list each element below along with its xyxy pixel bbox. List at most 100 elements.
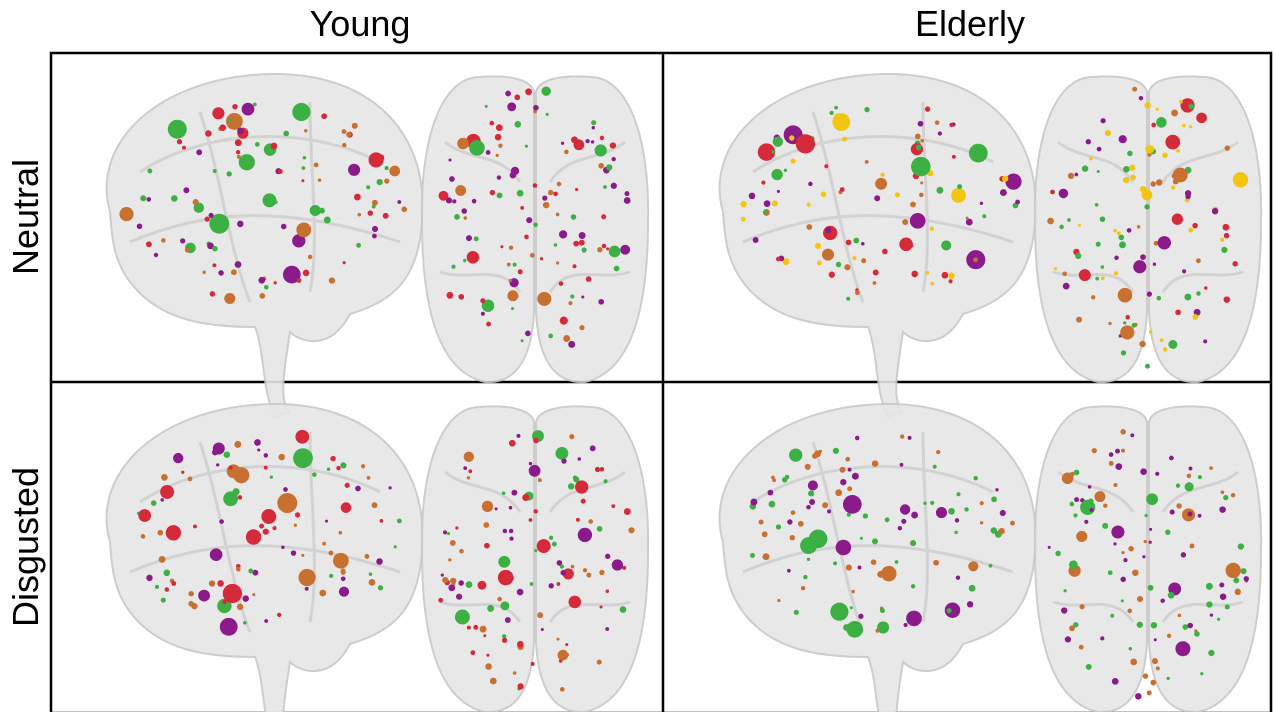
node [329,574,333,578]
node [557,182,562,187]
node [1169,456,1174,461]
node [860,537,863,540]
node [579,232,586,239]
node [1145,145,1154,154]
node [455,526,458,529]
node [846,565,852,571]
node [297,278,302,283]
node [1055,551,1061,557]
node [514,94,520,100]
node [949,123,953,127]
node [525,331,531,337]
node [513,263,517,267]
node [956,576,960,580]
node [342,143,346,147]
node [212,107,224,119]
node [895,192,900,197]
node [1137,622,1143,628]
node [941,240,951,250]
node [1185,482,1194,491]
node [196,149,202,155]
node [1108,322,1111,325]
node [861,242,865,246]
node [864,107,869,112]
node [840,479,846,485]
node [1220,238,1224,242]
node [561,142,564,145]
node [836,540,852,556]
node [1095,203,1099,207]
node [237,604,243,610]
node [238,495,242,499]
node [1088,485,1092,489]
node [308,255,312,259]
node [147,197,152,202]
node [202,271,205,274]
node [1187,623,1193,629]
node [836,262,841,267]
node [942,272,949,279]
node [346,132,351,137]
node [951,188,966,203]
node [264,453,268,457]
node [1142,190,1153,201]
node [1111,525,1124,538]
node [448,158,451,161]
node [159,556,166,563]
node [776,524,781,529]
node [583,568,587,572]
node [345,483,350,488]
node [1162,152,1168,158]
node [388,486,391,489]
node [505,617,511,623]
node [1047,218,1054,225]
node [376,558,383,565]
node [498,556,510,568]
node [803,575,807,579]
node [534,549,537,552]
node [264,619,268,623]
node [1074,497,1079,502]
node [191,603,197,609]
node [1109,461,1114,466]
node [1226,563,1241,578]
node [372,205,376,209]
node [263,529,269,535]
node [1193,314,1199,320]
node [926,271,930,275]
node [595,144,607,156]
node [1152,658,1158,664]
node [920,181,923,184]
node [578,457,582,461]
node [624,191,629,196]
node [140,195,146,201]
node [858,614,863,619]
node [763,210,767,214]
node [582,247,587,252]
node [540,257,543,260]
node [343,261,346,264]
node [160,498,163,501]
node [1129,647,1132,650]
node [980,202,983,205]
node [517,434,521,438]
node [246,529,261,544]
node [537,292,551,306]
node [548,334,553,339]
node [957,184,962,189]
node [822,249,834,261]
node [586,573,591,578]
node [597,247,602,252]
node [1123,166,1129,172]
node [1151,622,1157,628]
node [776,257,781,262]
node [520,206,524,210]
node [1154,638,1157,641]
node [1217,618,1220,621]
node [875,178,887,190]
node [600,467,605,472]
node [252,593,255,596]
node [956,492,960,496]
node [511,167,519,175]
node [1165,240,1169,244]
